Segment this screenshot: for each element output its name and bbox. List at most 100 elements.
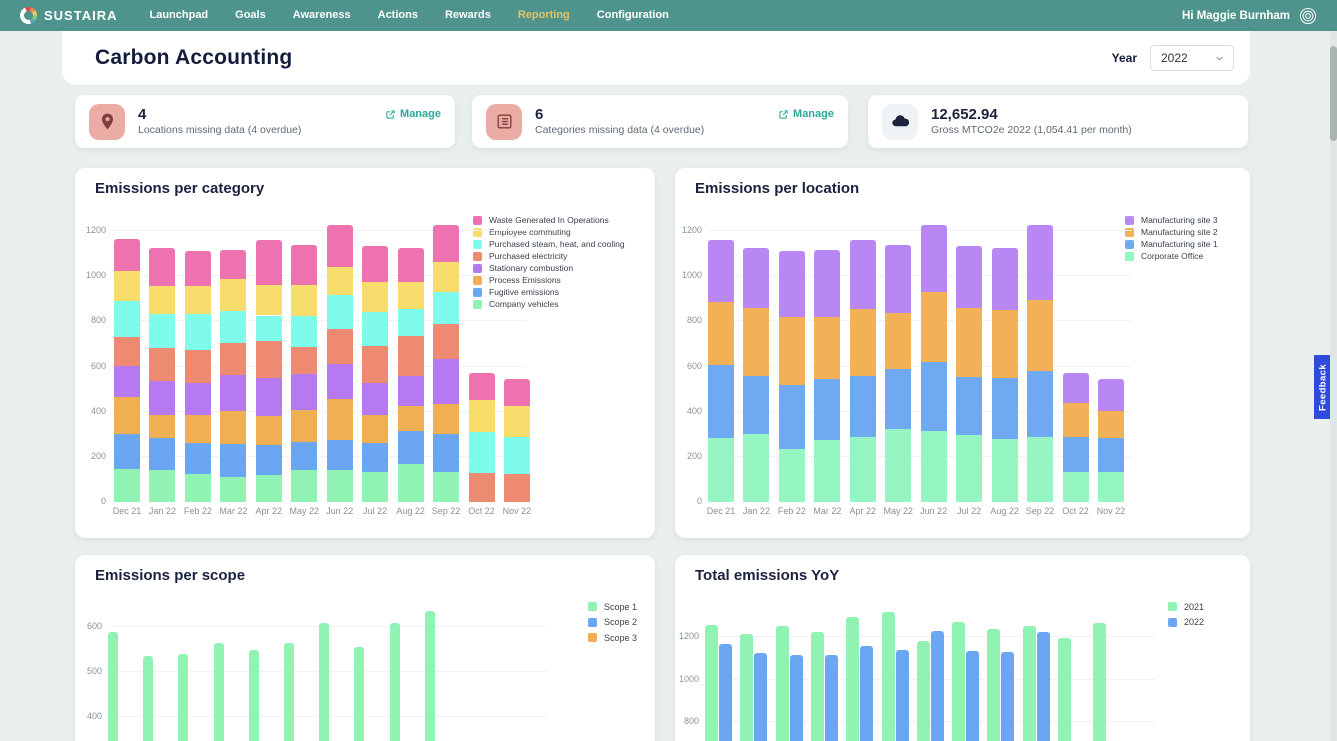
bar-segment	[1027, 225, 1054, 300]
y-axis-tick: 800	[686, 315, 702, 326]
y-axis-tick: 200	[90, 450, 106, 461]
bar-segment	[184, 383, 211, 415]
bar-segment	[397, 282, 424, 310]
bar-segment	[956, 245, 983, 308]
bar-segment	[1097, 410, 1124, 438]
bar-segment	[149, 247, 176, 286]
bar-segment	[255, 416, 282, 446]
nav-items: Launchpad Goals Awareness Actions Rewards Rep…	[149, 0, 668, 31]
bar-segment	[362, 345, 389, 383]
nav-user[interactable]: Hi Maggie Burnham	[1182, 7, 1317, 25]
chevron-down-icon	[1216, 56, 1223, 61]
bar-segment	[468, 373, 495, 401]
gridline	[708, 365, 1132, 367]
bar	[754, 652, 768, 741]
scrollbar-track[interactable]	[1330, 31, 1337, 741]
bar-segment	[326, 267, 353, 295]
legend-item: Purchased steam, heat, and cooling	[473, 238, 625, 250]
external-link-icon	[779, 109, 788, 119]
nav-item-reporting[interactable]: Reporting	[517, 9, 570, 21]
bar-segment	[885, 428, 912, 502]
legend-label: Scope 3	[604, 632, 638, 643]
legend-label: Fugitive emissions	[489, 287, 559, 297]
nav-item-configuration[interactable]: Configuration	[596, 9, 669, 21]
stat-value: 6	[535, 106, 544, 123]
bar	[810, 631, 824, 741]
bar-segment	[291, 284, 318, 317]
legend-swatch-icon	[473, 215, 482, 225]
bar-segment	[291, 374, 318, 411]
legend-label: Process Emissions	[489, 275, 561, 285]
bar-segment	[184, 414, 211, 443]
manage-locations-link[interactable]: Manage	[385, 108, 441, 120]
bar-segment	[362, 282, 389, 312]
bar	[719, 644, 732, 741]
legend-label: Purchased electricity	[489, 251, 568, 261]
chart-title: Emissions per category	[95, 180, 265, 197]
legend-label: Scope 2	[604, 617, 638, 628]
bar	[860, 645, 874, 741]
x-axis-tick: Mar 22	[813, 505, 842, 516]
bar-segment	[956, 376, 983, 436]
bar	[705, 625, 718, 741]
bar	[952, 622, 966, 741]
bar-segment	[885, 368, 912, 429]
bar-segment	[920, 225, 947, 292]
x-axis-tick: Nov 22	[1096, 505, 1126, 516]
bar-segment	[991, 438, 1018, 502]
stat-label: Gross MTCO2e 2022 (1,054.41 per month)	[931, 124, 1132, 136]
bar	[1058, 638, 1071, 741]
bar-segment	[220, 279, 247, 311]
location-pin-icon	[89, 103, 125, 140]
bar-segment	[956, 307, 983, 377]
y-axis-tick: 400	[90, 405, 106, 416]
bar-segment	[433, 225, 460, 262]
y-axis-tick: 1000	[678, 673, 699, 684]
nav-item-launchpad[interactable]: Launchpad	[149, 9, 209, 21]
bar-segment	[149, 438, 176, 471]
nav-item-rewards[interactable]: Rewards	[444, 9, 491, 21]
bar-segment	[220, 476, 247, 502]
chart-legend: Scope 1 Scope 2 Scope 3	[588, 599, 637, 646]
bar-segment	[326, 225, 353, 268]
bar-segment	[362, 472, 389, 502]
bar-segment	[1062, 436, 1089, 472]
x-axis-tick: Feb 22	[777, 505, 806, 516]
bar	[284, 642, 294, 741]
brand[interactable]: SUSTAIRA	[20, 7, 117, 24]
legend-item: Fugitive emissions	[473, 286, 625, 298]
nav-item-awareness[interactable]: Awareness	[292, 9, 351, 21]
page-header: Carbon Accounting Year 2022	[62, 31, 1250, 85]
list-icon	[486, 103, 522, 140]
chart-card-total-emissions-yoy: Total emissions YoY 2021 2022 800 1000 1200…	[675, 555, 1250, 741]
y-axis-tick: 1000	[681, 270, 702, 281]
x-axis-tick: Feb 22	[183, 505, 212, 516]
bar-segment	[149, 348, 176, 381]
legend-item: Manufacturing site 2	[1125, 226, 1218, 238]
scrollbar-thumb[interactable]	[1330, 46, 1337, 141]
nav-item-actions[interactable]: Actions	[377, 9, 418, 21]
top-nav: SUSTAIRA Launchpad Goals Awareness Actions R…	[0, 0, 1337, 31]
legend-label: Corporate Office	[1141, 251, 1204, 261]
legend-item: 2021	[1168, 599, 1204, 615]
manage-categories-link[interactable]: Manage	[778, 108, 834, 120]
nav-item-goals[interactable]: Goals	[235, 9, 266, 21]
year-select[interactable]: 2022	[1150, 45, 1234, 71]
legend-label: Employee commuting	[489, 227, 571, 237]
bar-segment	[433, 324, 460, 360]
bar	[1093, 623, 1107, 741]
bar-segment	[397, 375, 424, 407]
bar-segment	[326, 470, 353, 502]
bar-segment	[291, 347, 318, 375]
sustaira-logo-icon	[20, 7, 37, 24]
legend-item: Scope 2	[588, 615, 637, 631]
x-axis-tick: Sep 22	[431, 505, 461, 516]
x-axis-tick: May 22	[883, 505, 913, 516]
bar-segment	[220, 250, 247, 280]
stat-card-categories-missing: 6 Categories missing data (4 overdue) Ma…	[472, 95, 848, 148]
bar-segment	[778, 448, 805, 502]
stat-card-locations-missing: 4 Locations missing data (4 overdue) Man…	[75, 95, 455, 148]
legend-item: Manufacturing site 3	[1125, 214, 1218, 226]
bar-segment	[778, 251, 805, 317]
